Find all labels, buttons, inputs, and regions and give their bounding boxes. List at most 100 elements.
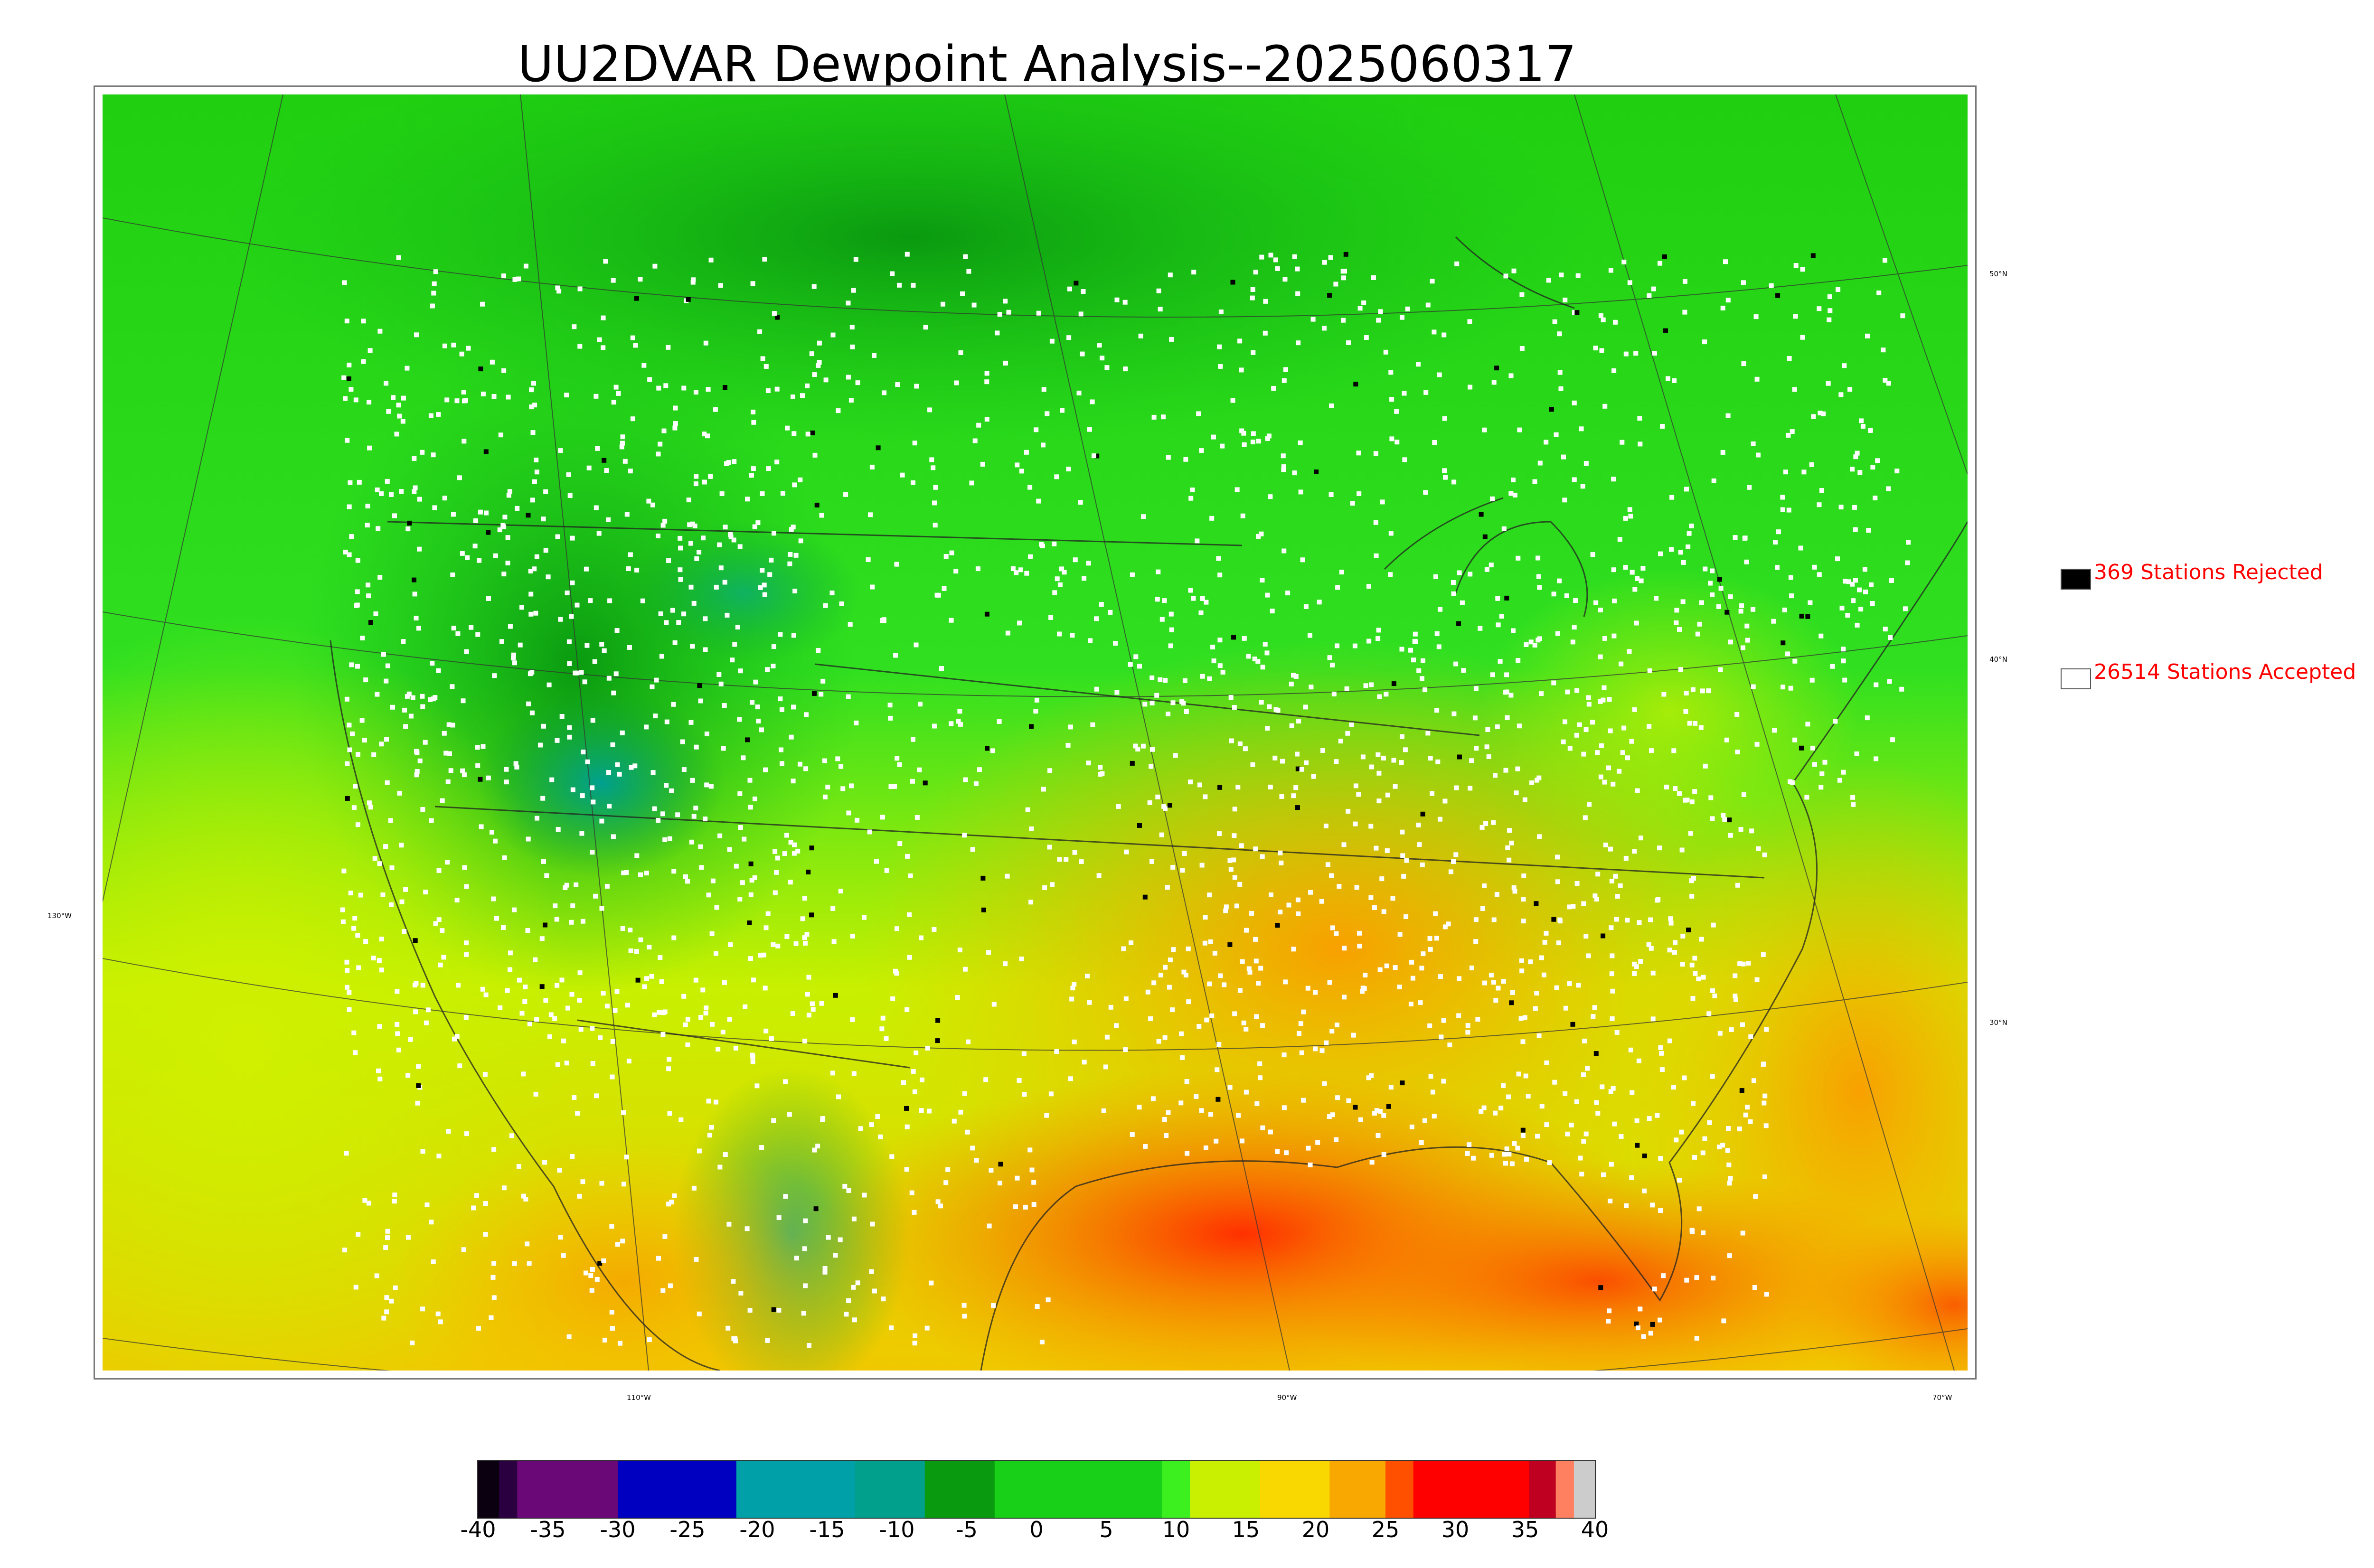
accepted-station-marker	[1244, 1026, 1249, 1032]
accepted-station-marker	[1491, 980, 1496, 985]
accepted-station-marker	[693, 977, 698, 983]
accepted-station-marker	[676, 620, 681, 625]
accepted-station-marker	[385, 663, 390, 668]
accepted-station-marker	[683, 874, 688, 879]
accepted-station-marker	[1239, 367, 1244, 373]
accepted-station-marker	[1652, 351, 1657, 356]
accepted-station-marker	[570, 1154, 575, 1159]
accepted-station-marker	[765, 388, 771, 393]
accepted-station-marker	[1726, 1162, 1732, 1167]
accepted-station-marker	[802, 1246, 807, 1251]
accepted-station-marker	[1033, 709, 1038, 714]
accepted-station-marker	[1780, 495, 1785, 500]
accepted-station-marker	[1079, 859, 1084, 864]
accepted-station-marker	[531, 381, 536, 386]
accepted-station-marker	[1047, 768, 1053, 773]
accepted-station-marker	[1372, 905, 1377, 910]
accepted-station-marker	[625, 1003, 630, 1008]
accepted-station-marker	[1602, 685, 1607, 690]
accepted-station-marker	[958, 722, 963, 727]
rejected-station-marker	[1663, 328, 1668, 333]
accepted-station-marker	[1188, 779, 1193, 785]
accepted-station-marker	[667, 836, 672, 841]
accepted-station-marker	[506, 493, 511, 498]
accepted-station-marker	[530, 498, 535, 503]
accepted-station-marker	[1780, 507, 1785, 512]
accepted-station-marker	[897, 841, 903, 846]
accepted-station-marker	[1512, 492, 1517, 498]
accepted-station-marker	[1057, 582, 1063, 587]
accepted-station-marker	[501, 273, 506, 279]
accepted-station-marker	[678, 577, 683, 582]
accepted-station-marker	[502, 515, 508, 520]
accepted-station-marker	[1787, 356, 1792, 361]
accepted-station-marker	[844, 1312, 849, 1317]
accepted-station-marker	[1862, 567, 1867, 572]
accepted-station-marker	[1668, 916, 1673, 921]
accepted-station-marker	[919, 1108, 924, 1113]
accepted-station-marker	[1232, 1011, 1237, 1016]
accepted-station-marker	[792, 842, 797, 847]
accepted-station-marker	[350, 731, 355, 736]
accepted-station-marker	[401, 395, 406, 401]
accepted-station-marker	[1241, 1020, 1246, 1025]
accepted-station-marker	[647, 945, 652, 950]
accepted-station-marker	[1366, 584, 1371, 589]
accepted-station-marker	[703, 340, 708, 346]
accepted-station-marker	[787, 561, 792, 566]
accepted-station-marker	[1163, 806, 1168, 811]
accepted-station-marker	[554, 917, 559, 922]
accepted-station-marker	[1360, 989, 1365, 994]
accepted-station-marker	[822, 758, 827, 763]
accepted-station-marker	[1611, 567, 1616, 573]
accepted-station-marker	[1027, 1147, 1033, 1153]
accepted-station-marker	[1159, 617, 1165, 622]
accepted-station-marker	[984, 371, 989, 376]
accepted-station-marker	[399, 489, 404, 494]
accepted-station-marker	[1887, 679, 1892, 684]
accepted-station-marker	[1699, 937, 1704, 942]
accepted-station-marker	[1574, 688, 1580, 693]
accepted-station-marker	[763, 1028, 769, 1033]
accepted-station-marker	[1278, 910, 1283, 915]
accepted-station-marker	[1358, 1117, 1363, 1122]
accepted-station-marker	[762, 582, 767, 588]
accepted-station-marker	[1536, 555, 1541, 561]
rejected-station-marker	[1504, 595, 1509, 601]
colorbar-tick-label: -10	[879, 1517, 915, 1542]
accepted-station-marker	[700, 987, 706, 993]
accepted-station-marker	[450, 573, 455, 577]
colorbar-segment	[1385, 1461, 1414, 1518]
accepted-station-marker	[812, 372, 817, 377]
accepted-station-marker	[887, 703, 893, 708]
accepted-station-marker	[672, 1193, 677, 1198]
accepted-station-marker	[1094, 686, 1099, 692]
accepted-station-marker	[1409, 959, 1414, 965]
accepted-station-marker	[575, 1111, 580, 1116]
accepted-station-marker	[931, 465, 936, 470]
accepted-station-marker	[1024, 450, 1029, 455]
accepted-station-marker	[748, 956, 753, 961]
accepted-station-marker	[954, 380, 959, 385]
colorbar-tick-label: 10	[1162, 1517, 1190, 1542]
accepted-station-marker	[1482, 883, 1487, 888]
accepted-station-marker	[1456, 1013, 1461, 1018]
accepted-station-marker	[553, 903, 558, 909]
accepted-station-marker	[759, 1145, 764, 1150]
accepted-station-marker	[966, 1039, 971, 1044]
accepted-station-marker	[1818, 785, 1824, 790]
accepted-station-marker	[1728, 594, 1733, 599]
accepted-station-marker	[1544, 1122, 1549, 1127]
accepted-station-marker	[963, 254, 968, 259]
accepted-station-marker	[1711, 922, 1716, 928]
accepted-station-marker	[958, 1109, 963, 1115]
accepted-station-marker	[1667, 1038, 1672, 1043]
accepted-station-marker	[714, 584, 719, 590]
accepted-station-marker	[1052, 590, 1057, 595]
accepted-station-marker	[1029, 826, 1034, 831]
accepted-station-marker	[1251, 350, 1256, 355]
accepted-station-marker	[1498, 1106, 1504, 1111]
accepted-station-marker	[1098, 772, 1103, 777]
accepted-station-marker	[1485, 727, 1490, 732]
accepted-station-marker	[491, 1295, 497, 1300]
